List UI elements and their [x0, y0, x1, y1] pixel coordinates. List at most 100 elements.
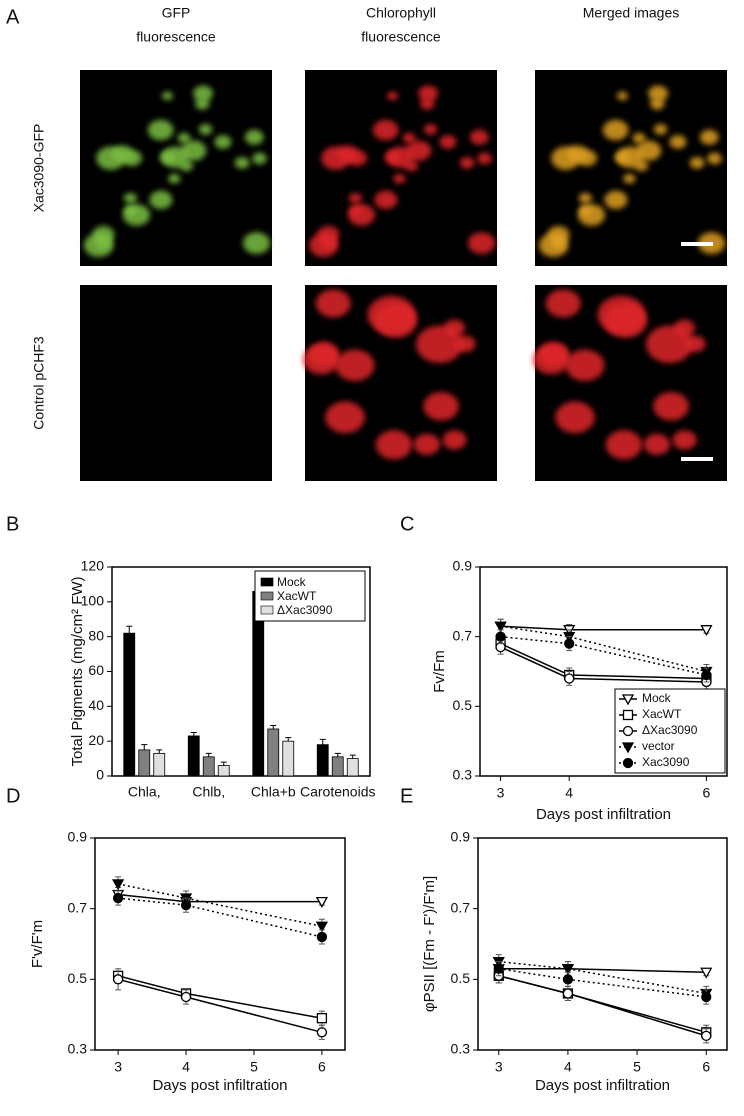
- marker: [493, 963, 504, 974]
- x-tick-label: 5: [250, 1059, 258, 1075]
- bar: [346, 758, 359, 777]
- error-bar: [141, 744, 148, 750]
- series-line: [117, 883, 323, 928]
- x-tick-label: 3: [497, 785, 505, 801]
- series-line: [500, 625, 707, 631]
- bar: [267, 728, 280, 777]
- cell-blob: [555, 401, 595, 434]
- x-axis-label: Days post infiltration: [152, 1077, 287, 1094]
- marker: [315, 896, 329, 908]
- column-header: GFP: [162, 5, 191, 21]
- cell-blob: [684, 335, 706, 353]
- cell-blob: [459, 156, 475, 169]
- marker: [315, 921, 329, 933]
- row-label: Control pCHF3: [31, 336, 47, 430]
- bar: [153, 752, 166, 777]
- column-header: Merged images: [583, 5, 680, 21]
- marker: [180, 899, 192, 911]
- y-tick-label: 20: [88, 732, 104, 748]
- y-tick-label: 0.3: [453, 767, 473, 783]
- micrograph: [305, 70, 497, 266]
- cell-blob: [402, 132, 416, 144]
- error-bar: [220, 761, 227, 766]
- bar: [123, 632, 136, 777]
- y-tick-label: 0.7: [68, 899, 88, 915]
- cell-blob: [439, 135, 457, 149]
- cell-blob: [669, 135, 687, 149]
- y-axis-label: φPSII [(Fm - F')/F'm]: [421, 876, 438, 1012]
- series-line: [498, 967, 707, 974]
- x-tick-label: Chla+b: [251, 784, 296, 800]
- legend-label: ΔXac3090: [642, 723, 698, 737]
- series-line: [117, 975, 323, 1019]
- panel-label: A: [6, 6, 20, 28]
- legend-label: ΔXac3090: [277, 603, 333, 617]
- cell-blob: [467, 232, 496, 255]
- error-bar: [285, 737, 292, 742]
- cell-blob: [374, 303, 418, 338]
- bar: [316, 744, 329, 777]
- cell-blob: [393, 173, 406, 184]
- y-tick-label: 120: [81, 558, 105, 574]
- micrograph: [302, 285, 497, 481]
- series-line: [500, 625, 707, 673]
- marker: [701, 1030, 712, 1042]
- cell-blob: [442, 430, 467, 450]
- x-tick-label: 4: [565, 785, 573, 801]
- cell-blob: [325, 401, 365, 434]
- marker: [316, 1027, 328, 1038]
- series-line: [118, 897, 323, 938]
- y-tick-label: 60: [88, 662, 104, 678]
- marker: [562, 974, 574, 985]
- x-tick-label: Carotenoids: [300, 784, 376, 800]
- cell-blob: [653, 392, 689, 421]
- cell-blob: [616, 91, 628, 101]
- cell-blob: [653, 124, 668, 135]
- bar: [282, 740, 295, 777]
- plot-frame: [477, 837, 728, 1051]
- cell-blob: [252, 152, 267, 165]
- cell-blob: [302, 345, 340, 375]
- marker: [112, 974, 124, 985]
- y-tick-label: 0.5: [451, 970, 471, 986]
- cell-blob: [418, 85, 439, 102]
- scale-bar: [681, 242, 713, 246]
- legend-marker: [622, 709, 634, 721]
- series-line: [500, 646, 707, 683]
- cell-blob: [604, 190, 628, 210]
- legend-label: XacWT: [642, 707, 682, 721]
- plot-frame: [479, 566, 728, 777]
- column-header: fluorescence: [361, 29, 441, 45]
- cell-blob: [337, 145, 359, 163]
- y-axis-label: F'v/F'm: [29, 920, 46, 968]
- cell-blob: [413, 433, 441, 455]
- marker: [564, 638, 575, 649]
- marker: [700, 625, 713, 637]
- legend-swatch: [260, 577, 274, 587]
- cell-blob: [177, 132, 191, 144]
- cell-blob: [234, 156, 250, 169]
- cell-blob: [348, 193, 363, 204]
- y-tick-label: 0.7: [453, 627, 473, 643]
- cell-blob: [112, 145, 134, 163]
- cell-blob: [347, 204, 376, 226]
- y-tick-label: 0.3: [68, 1041, 88, 1057]
- marker: [562, 988, 574, 999]
- cell-blob: [321, 237, 337, 249]
- x-axis-label: Days post infiltration: [536, 806, 671, 823]
- cell-blob: [122, 204, 151, 226]
- y-tick-label: 100: [81, 593, 105, 609]
- cell-blob: [454, 335, 476, 353]
- cell-blob: [168, 173, 181, 184]
- series-line: [117, 978, 323, 1034]
- micrograph: [80, 285, 272, 481]
- micrograph: [535, 70, 727, 266]
- x-axis-label: Days post infiltration: [535, 1077, 670, 1094]
- legend-frame: [254, 570, 366, 622]
- x-tick-label: 3: [114, 1059, 122, 1075]
- legend-label: Mock: [277, 575, 307, 589]
- cell-blob: [643, 433, 671, 455]
- cell-blob: [689, 156, 705, 169]
- cell-blob: [420, 98, 435, 110]
